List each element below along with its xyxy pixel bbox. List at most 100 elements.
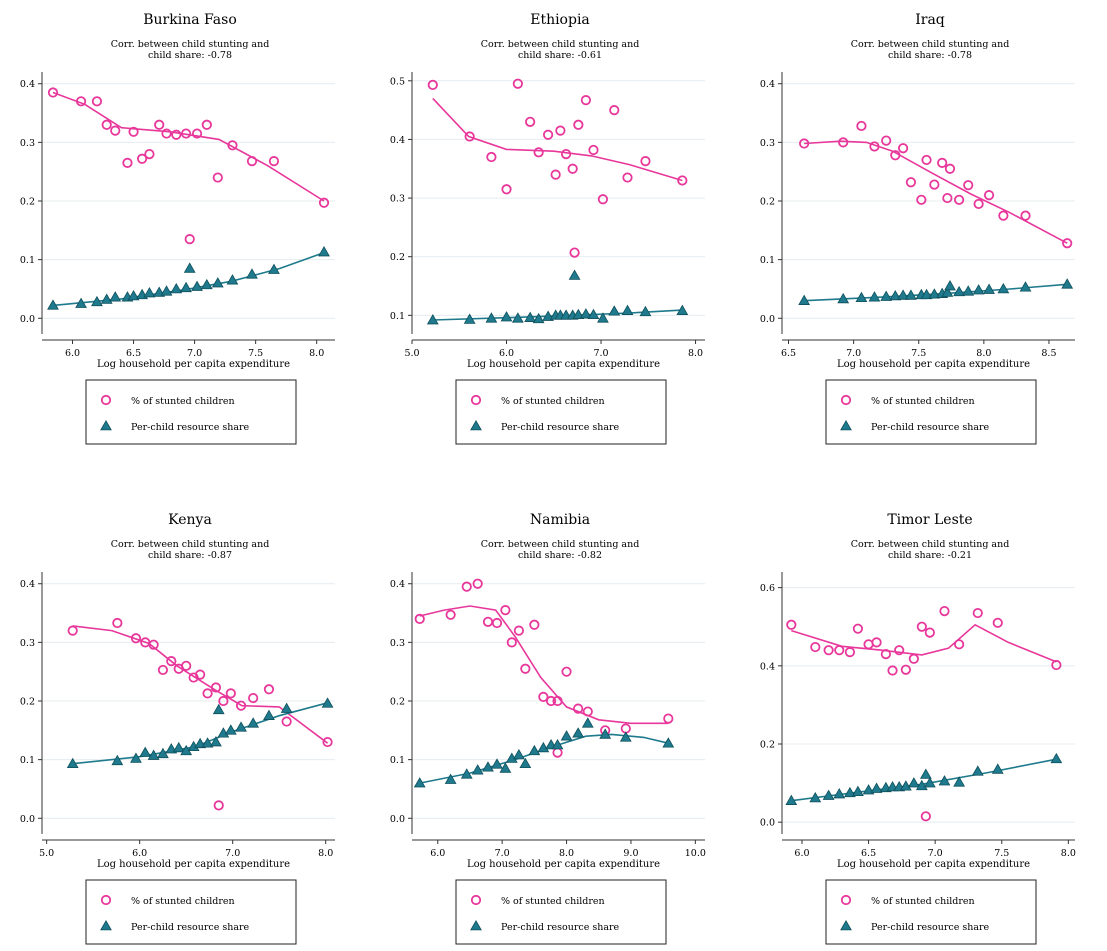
x-axis-label: Log household per capita expenditure	[467, 859, 660, 870]
panel-title: Iraq	[915, 12, 945, 28]
share-point	[560, 730, 573, 741]
stunted-point	[944, 163, 956, 174]
share-point	[170, 282, 183, 294]
share-point	[785, 794, 798, 805]
share-point	[491, 758, 503, 769]
stunted-point	[513, 625, 524, 636]
stunted-point	[470, 394, 482, 406]
stunted-point	[491, 617, 503, 629]
share-fit-line	[72, 702, 328, 765]
share-point	[897, 289, 909, 300]
legend-box	[455, 879, 667, 945]
stunted-point	[500, 605, 511, 616]
panel-subtitle-line1: Corr. between child stunting and	[481, 539, 640, 550]
stunted-point	[998, 210, 1009, 221]
stunted-point	[916, 621, 927, 632]
panel-subtitle-line1: Corr. between child stunting and	[851, 39, 1010, 50]
share-point	[889, 289, 902, 301]
legend-box	[85, 879, 297, 945]
stunted-point	[954, 194, 965, 205]
share-point	[471, 764, 484, 775]
panel-subtitle-line2: child share: -0.82	[518, 550, 602, 561]
y-tick-label: 0.0	[20, 814, 35, 825]
stunted-point	[840, 394, 852, 406]
share-point	[226, 274, 239, 285]
stunted-point	[663, 713, 674, 724]
stunted-point	[248, 692, 259, 704]
legend: % of stunted children Per-child resource …	[455, 879, 667, 945]
panel-subtitle-line1: Corr. between child stunting and	[481, 39, 640, 50]
stunted-fit-line	[419, 605, 669, 725]
share-point	[235, 721, 247, 732]
share-point	[599, 728, 612, 739]
stunted-point	[91, 96, 103, 107]
x-tick-label: 6.0	[794, 848, 809, 859]
share-point	[608, 305, 621, 316]
share-point	[217, 727, 230, 738]
x-tick-label: 7.0	[495, 848, 510, 859]
share-point	[581, 717, 594, 728]
stunted-point	[181, 660, 192, 671]
stunted-point	[486, 151, 497, 163]
stunted-point	[561, 666, 572, 677]
legend: % of stunted children Per-child resource …	[85, 379, 297, 445]
y-tick-label: 0.4	[20, 79, 35, 90]
stunted-point	[992, 617, 1003, 628]
x-tick-label: 7.0	[187, 348, 202, 359]
panel-subtitle-line2: child share: -0.78	[888, 50, 972, 61]
stunted-point	[543, 129, 554, 140]
panel-subtitle-line1: Corr. between child stunting and	[111, 39, 270, 50]
x-tick-label: 6.0	[430, 848, 445, 859]
share-point	[130, 752, 142, 763]
stunted-fit-line	[72, 625, 329, 744]
x-tick-label: 6.5	[781, 348, 796, 359]
stunted-point	[1051, 659, 1062, 671]
stunted-point	[506, 637, 517, 648]
stunted-point	[210, 682, 222, 693]
x-tick-label: 6.0	[499, 348, 514, 359]
share-point	[580, 308, 592, 319]
share-point	[833, 788, 846, 799]
stunted-point	[512, 78, 523, 89]
legend-label-stunted: % of stunted children	[501, 396, 605, 407]
stunted-point	[112, 617, 123, 629]
y-tick-label: 0.2	[20, 697, 35, 708]
share-point	[844, 786, 856, 798]
stunted-point	[929, 179, 940, 190]
x-tick-label: 6.0	[132, 848, 147, 859]
stunted-point	[128, 126, 139, 137]
stunted-point	[869, 141, 880, 152]
stunted-point	[905, 177, 917, 188]
stunted-point	[834, 645, 845, 656]
x-axis-label: Log household per capita expenditure	[837, 359, 1030, 370]
stunted-point	[844, 647, 856, 658]
share-point	[268, 263, 280, 274]
stunted-point	[414, 613, 425, 625]
share-fit-line	[52, 251, 325, 307]
share-point	[160, 285, 173, 296]
y-tick-label: 0.5	[390, 76, 405, 87]
share-point	[211, 277, 224, 288]
y-tick-label: 0.0	[20, 314, 35, 325]
share-point	[109, 291, 122, 302]
share-point	[597, 312, 609, 323]
x-tick-label: 5.0	[39, 848, 54, 859]
stunted-point	[856, 120, 867, 132]
share-point	[485, 312, 498, 323]
share-point	[318, 246, 330, 257]
stunted-point	[622, 172, 633, 183]
y-tick-label: 0.3	[390, 638, 405, 649]
stunted-point	[195, 669, 206, 680]
stunted-point	[881, 135, 892, 146]
stunted-point	[954, 639, 965, 650]
stunted-point	[972, 607, 983, 619]
share-point	[224, 724, 237, 735]
stunted-point	[677, 175, 688, 186]
stunted-point	[898, 143, 909, 154]
stunted-point	[470, 894, 482, 906]
legend: % of stunted children Per-child resource …	[825, 879, 1037, 945]
y-tick-label: 0.4	[760, 661, 775, 672]
share-point	[75, 297, 87, 308]
stunted-fit-line	[52, 91, 325, 202]
panel-title: Timor Leste	[887, 512, 972, 528]
